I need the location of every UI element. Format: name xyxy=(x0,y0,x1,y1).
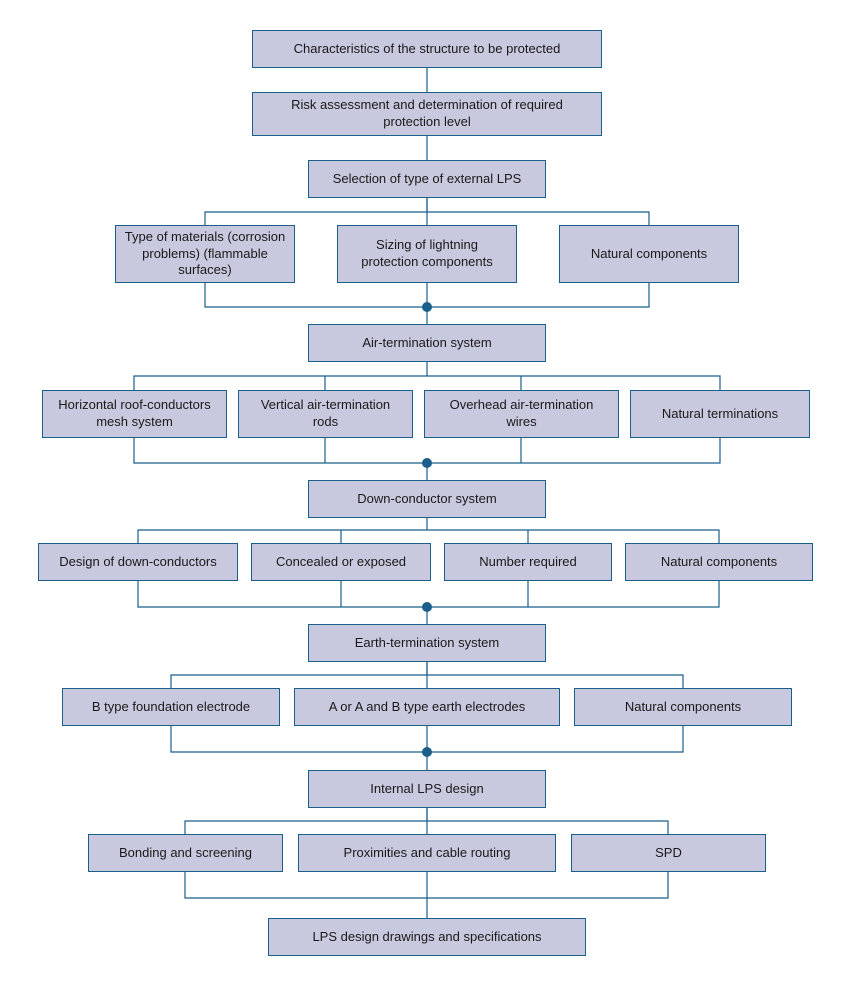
box-drawings: LPS design drawings and specifications xyxy=(268,918,586,956)
box-vertical-rods: Vertical air-termination rods xyxy=(238,390,413,438)
box-natural-3: Natural components xyxy=(574,688,792,726)
box-internal-lps: Internal LPS design xyxy=(308,770,546,808)
box-a-type: A or A and B type earth electrodes xyxy=(294,688,560,726)
box-horizontal-roof: Horizontal roof-conductors mesh system xyxy=(42,390,227,438)
label: Earth-termination system xyxy=(355,635,500,652)
label: Bonding and screening xyxy=(119,845,252,862)
box-sizing: Sizing of lightning protection component… xyxy=(337,225,517,283)
label: Natural terminations xyxy=(662,406,778,423)
label: B type foundation electrode xyxy=(92,699,250,716)
box-down-conductor: Down-conductor system xyxy=(308,480,546,518)
box-characteristics: Characteristics of the structure to be p… xyxy=(252,30,602,68)
label: Vertical air-termination rods xyxy=(247,397,404,431)
box-risk-assessment: Risk assessment and determination of req… xyxy=(252,92,602,136)
label: Overhead air-termination wires xyxy=(433,397,610,431)
label: Characteristics of the structure to be p… xyxy=(294,41,561,58)
box-b-type: B type foundation electrode xyxy=(62,688,280,726)
box-natural-2: Natural components xyxy=(625,543,813,581)
label: Sizing of lightning protection component… xyxy=(346,237,508,271)
box-concealed: Concealed or exposed xyxy=(251,543,431,581)
label: Number required xyxy=(479,554,577,571)
box-spd: SPD xyxy=(571,834,766,872)
label: Natural components xyxy=(591,246,707,263)
label: Selection of type of external LPS xyxy=(333,171,522,188)
box-external-lps-type: Selection of type of external LPS xyxy=(308,160,546,198)
box-air-termination: Air-termination system xyxy=(308,324,546,362)
label: Design of down-conductors xyxy=(59,554,217,571)
box-earth-termination: Earth-termination system xyxy=(308,624,546,662)
label: Down-conductor system xyxy=(357,491,496,508)
label: SPD xyxy=(655,845,682,862)
box-proximities: Proximities and cable routing xyxy=(298,834,556,872)
label: Internal LPS design xyxy=(370,781,483,798)
label: Natural components xyxy=(625,699,741,716)
label: Proximities and cable routing xyxy=(344,845,511,862)
label: LPS design drawings and specifications xyxy=(312,929,541,946)
box-natural-terminations: Natural terminations xyxy=(630,390,810,438)
box-design-down: Design of down-conductors xyxy=(38,543,238,581)
label: Type of materials (corrosion problems) (… xyxy=(124,229,286,280)
box-number-required: Number required xyxy=(444,543,612,581)
label: Air-termination system xyxy=(362,335,491,352)
box-bonding: Bonding and screening xyxy=(88,834,283,872)
label: Risk assessment and determination of req… xyxy=(261,97,593,131)
box-natural-1: Natural components xyxy=(559,225,739,283)
label: Natural components xyxy=(661,554,777,571)
box-materials: Type of materials (corrosion problems) (… xyxy=(115,225,295,283)
label: A or A and B type earth electrodes xyxy=(329,699,526,716)
flowchart-canvas: Characteristics of the structure to be p… xyxy=(0,0,858,986)
label: Horizontal roof-conductors mesh system xyxy=(51,397,218,431)
box-overhead-wires: Overhead air-termination wires xyxy=(424,390,619,438)
label: Concealed or exposed xyxy=(276,554,406,571)
